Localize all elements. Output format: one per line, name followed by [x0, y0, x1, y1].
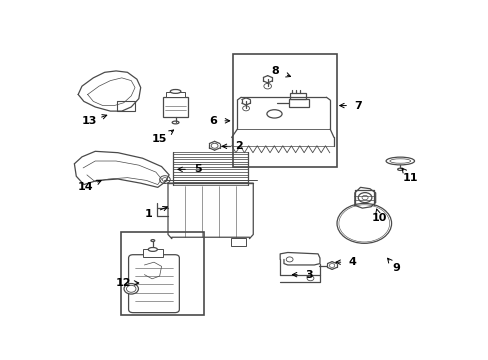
Text: 3: 3 — [305, 270, 312, 280]
Text: 4: 4 — [348, 257, 356, 267]
Circle shape — [211, 143, 218, 148]
Ellipse shape — [126, 285, 136, 292]
Bar — [175, 238, 190, 246]
Circle shape — [343, 208, 385, 239]
Circle shape — [329, 264, 334, 267]
Bar — [230, 238, 245, 246]
Text: 10: 10 — [371, 213, 386, 223]
Ellipse shape — [124, 284, 138, 294]
Ellipse shape — [386, 157, 414, 165]
Text: 15: 15 — [152, 134, 167, 144]
Ellipse shape — [397, 168, 402, 170]
Ellipse shape — [148, 247, 157, 251]
Text: 7: 7 — [354, 100, 362, 111]
Ellipse shape — [266, 110, 282, 118]
Circle shape — [159, 176, 170, 184]
Bar — [166, 92, 184, 97]
Text: 11: 11 — [402, 173, 418, 183]
Ellipse shape — [170, 90, 181, 93]
Text: 2: 2 — [235, 141, 243, 151]
FancyBboxPatch shape — [128, 255, 179, 312]
Circle shape — [361, 195, 367, 200]
Circle shape — [162, 177, 167, 181]
Circle shape — [242, 106, 249, 111]
Bar — [290, 93, 305, 99]
Ellipse shape — [172, 121, 179, 124]
Circle shape — [264, 84, 271, 89]
Circle shape — [358, 193, 371, 203]
Ellipse shape — [151, 240, 154, 242]
Ellipse shape — [389, 159, 410, 163]
Text: 9: 9 — [392, 263, 400, 273]
Circle shape — [285, 257, 292, 262]
Text: 1: 1 — [144, 209, 152, 219]
Bar — [142, 249, 163, 257]
Bar — [163, 97, 188, 117]
Circle shape — [338, 205, 389, 242]
Circle shape — [340, 206, 387, 240]
Bar — [232, 54, 337, 167]
Bar — [117, 100, 135, 111]
Text: 12: 12 — [116, 278, 131, 288]
Text: 8: 8 — [271, 66, 279, 76]
Bar — [288, 99, 309, 107]
Circle shape — [336, 203, 391, 243]
Text: 6: 6 — [208, 116, 216, 126]
Text: 5: 5 — [193, 164, 201, 174]
Text: 14: 14 — [78, 181, 93, 192]
Circle shape — [306, 276, 313, 281]
Bar — [121, 232, 203, 315]
Text: 13: 13 — [81, 116, 97, 126]
